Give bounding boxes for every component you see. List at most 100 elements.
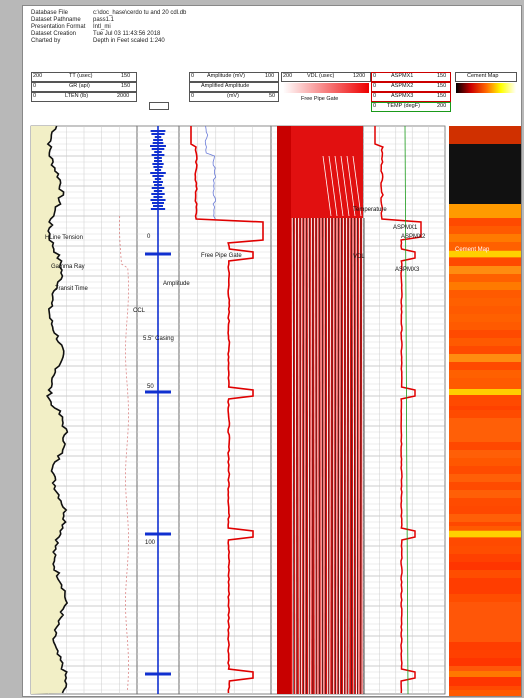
vdl-label: VDL: [353, 254, 365, 260]
aspmx1-curve: [374, 126, 422, 694]
scale-left: 0: [191, 73, 195, 79]
scale-left: 0: [373, 73, 377, 79]
cement-band: [449, 282, 521, 290]
gamma-ray-label: Gamma Ray: [51, 264, 85, 270]
hline-tension-label: HLine Tension: [45, 235, 83, 241]
scale-left: 200: [33, 73, 43, 79]
cement-band: [449, 204, 521, 218]
depth-label-100: 100: [145, 540, 156, 546]
header-key: Dataset Pathname: [31, 17, 81, 23]
scale-right: 150: [437, 93, 447, 99]
ccl-noise-spike: [153, 205, 163, 207]
vdl-early-band: [277, 126, 291, 694]
vdl-trace: [291, 217, 294, 695]
header-row: Database File c:\doc_hase\cerdo tu and 20…: [31, 10, 186, 17]
track-header-aspmx2: [371, 82, 451, 92]
ccl-noise-spike: [150, 145, 166, 147]
curve-name: ASPMX1: [391, 73, 414, 79]
cement-band: [449, 258, 521, 266]
amplified-amplitude-curve: [204, 125, 217, 220]
ccl-scale-box: [149, 102, 169, 110]
track-headers: 200 TT (usec) 150 0 GR (api) 150 0 LTEN …: [31, 72, 517, 124]
header-row: Presentation Format Intl_mi: [31, 24, 186, 31]
ccl-noise-spike: [154, 178, 162, 180]
header-key: Charted by: [31, 38, 61, 44]
vdl-trace: [310, 217, 312, 695]
cement-void: [449, 144, 521, 204]
collar-spike: [145, 252, 171, 256]
collar-spike: [145, 390, 171, 394]
cement-band: [449, 234, 521, 242]
cement-band: [449, 690, 521, 696]
track-header-vdl: [281, 72, 371, 82]
cement-band: [449, 394, 521, 402]
ccl-noise-spike: [152, 142, 164, 144]
header-row: Dataset Pathname pass1.1: [31, 17, 186, 24]
header-value: c:\doc_hase\cerdo tu and 20 cdl.db: [93, 10, 187, 16]
vdl-arrival: [334, 155, 344, 217]
vdl-wavetrain: [277, 126, 365, 695]
vdl-arrival: [340, 155, 350, 217]
collar-spike: [145, 672, 171, 676]
track-header-aspmx1: [371, 72, 451, 82]
vdl-arrival: [322, 155, 332, 217]
scale-left: 0: [373, 83, 377, 89]
cement-band: [449, 322, 521, 330]
scale-left: 0: [373, 103, 377, 109]
cement-band: [449, 346, 521, 354]
ccl-noise-spike: [153, 190, 163, 192]
aspmx1-label: ASPMX1: [393, 225, 418, 231]
cement-collar-band: [449, 531, 521, 537]
log-plot: HLine Tension Gamma Ray Transit Time CCL…: [30, 125, 521, 696]
track-header-tt: [31, 72, 137, 82]
header-block: Database File c:\doc_hase\cerdo tu and 20…: [31, 10, 186, 45]
ccl-noise-spike: [152, 175, 164, 177]
ccl-noise-spike: [150, 130, 166, 132]
temperature-curve: [404, 125, 409, 695]
curve-name: Cement Map: [467, 73, 499, 79]
cement-band: [449, 338, 521, 346]
scale-right: 150: [121, 73, 131, 79]
curve-name: GR (api): [69, 83, 90, 89]
track-border: [178, 125, 272, 695]
cement-band: [449, 126, 521, 144]
cement-band: [449, 306, 521, 314]
ccl-noise-spike: [151, 154, 165, 156]
ccl-label: CCL: [133, 308, 146, 314]
curve-name: LTEN (lb): [65, 93, 89, 99]
curve-name: ASPMX3: [391, 93, 414, 99]
ccl-noise-spike: [153, 166, 163, 168]
cement-band: [449, 370, 521, 378]
header-value: Intl_mi: [93, 24, 111, 30]
curve-name: ASPMX2: [391, 83, 414, 89]
header-value: Tue Jul 03 11:43:56 2018: [93, 31, 161, 37]
cement-band: [449, 538, 521, 546]
ccl-noise-spike: [152, 202, 164, 204]
cement-collar-band: [449, 251, 521, 257]
vdl-trace: [352, 217, 355, 695]
ccl-noise-spike: [150, 208, 166, 210]
cement-band: [449, 218, 521, 226]
vdl-trace: [348, 217, 351, 695]
vdl-arrival: [346, 155, 356, 217]
track-header-lten: [31, 92, 137, 102]
ccl-noise-spike: [154, 184, 162, 186]
vdl-trace: [314, 217, 316, 695]
scale-right: 100: [265, 73, 275, 79]
cement-band: [449, 362, 521, 370]
cement-band: [449, 226, 521, 234]
cement-band: [449, 298, 521, 306]
scale-left: 0: [373, 93, 377, 99]
cement-shade: [449, 546, 521, 686]
cement-band: [449, 274, 521, 282]
track-header-amplified-scale: [189, 92, 279, 102]
depth-label-0: 0: [147, 234, 151, 240]
ccl-noise-spike: [152, 163, 164, 165]
track-header-cement: [455, 72, 517, 82]
cement-band: [449, 242, 521, 250]
curve-name: (mV): [227, 93, 239, 99]
cement-map: [449, 126, 521, 696]
curve-labels: HLine Tension Gamma Ray Transit Time CCL…: [45, 207, 490, 546]
scale-right: 1200: [353, 73, 366, 79]
